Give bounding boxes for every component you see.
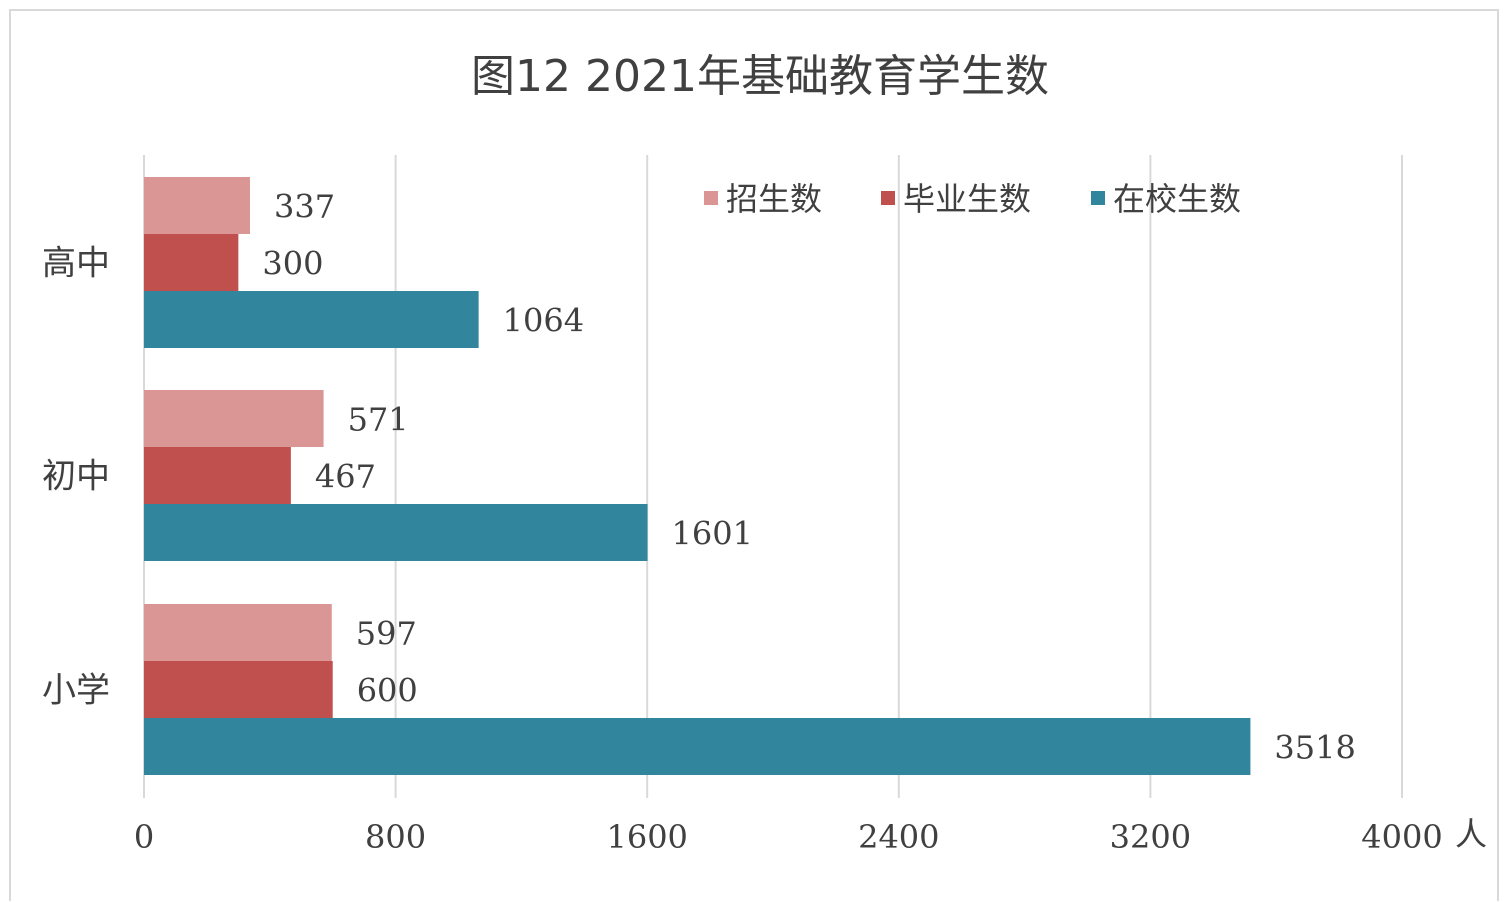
legend-item: 招生数 [704, 180, 822, 218]
data-label: 467 [315, 458, 376, 496]
bar [144, 718, 1251, 775]
chart-title: 图12 2021年基础教育学生数 [471, 51, 1049, 102]
category-label: 初中 [42, 457, 110, 497]
data-label: 300 [262, 245, 323, 283]
category-label: 高中 [42, 244, 110, 284]
legend-label: 在校生数 [1113, 180, 1241, 218]
bar [144, 234, 239, 291]
data-label: 600 [357, 672, 418, 710]
x-tick-label: 0 [134, 818, 154, 856]
data-label: 571 [348, 401, 409, 439]
x-tick-label: 4000 [1361, 818, 1442, 856]
x-tick-labels: 0 800 1600 2400 3200 4000 [134, 818, 1443, 856]
legend-label: 招生数 [726, 180, 822, 218]
bar [144, 177, 250, 234]
bar [144, 291, 479, 348]
data-labels: 337 300 1064 571 467 1601 597 600 3518 [262, 188, 1355, 767]
bar [144, 390, 324, 447]
data-label: 1601 [672, 515, 753, 553]
legend-swatch [1091, 191, 1105, 205]
bar [144, 661, 333, 718]
legend-item: 在校生数 [1091, 180, 1241, 218]
legend-item: 毕业生数 [881, 180, 1031, 218]
x-tick-label: 1600 [606, 818, 687, 856]
x-axis-unit: 人 [1455, 815, 1487, 853]
bar [144, 447, 291, 504]
legend-swatch [881, 191, 895, 205]
data-label: 597 [356, 615, 417, 653]
gridlines [143, 155, 1403, 798]
bar [144, 604, 332, 661]
bar [144, 504, 648, 561]
x-tick-label: 2400 [858, 818, 939, 856]
data-label: 3518 [1274, 729, 1355, 767]
data-label: 337 [274, 188, 335, 226]
bars [144, 177, 1251, 775]
legend-label: 毕业生数 [903, 180, 1031, 218]
x-tick-label: 800 [365, 818, 426, 856]
legend-swatch [704, 191, 718, 205]
legend: 招生数 毕业生数 在校生数 [704, 180, 1241, 218]
category-label: 小学 [42, 671, 110, 711]
x-tick-label: 3200 [1110, 818, 1191, 856]
data-label: 1064 [503, 302, 584, 340]
